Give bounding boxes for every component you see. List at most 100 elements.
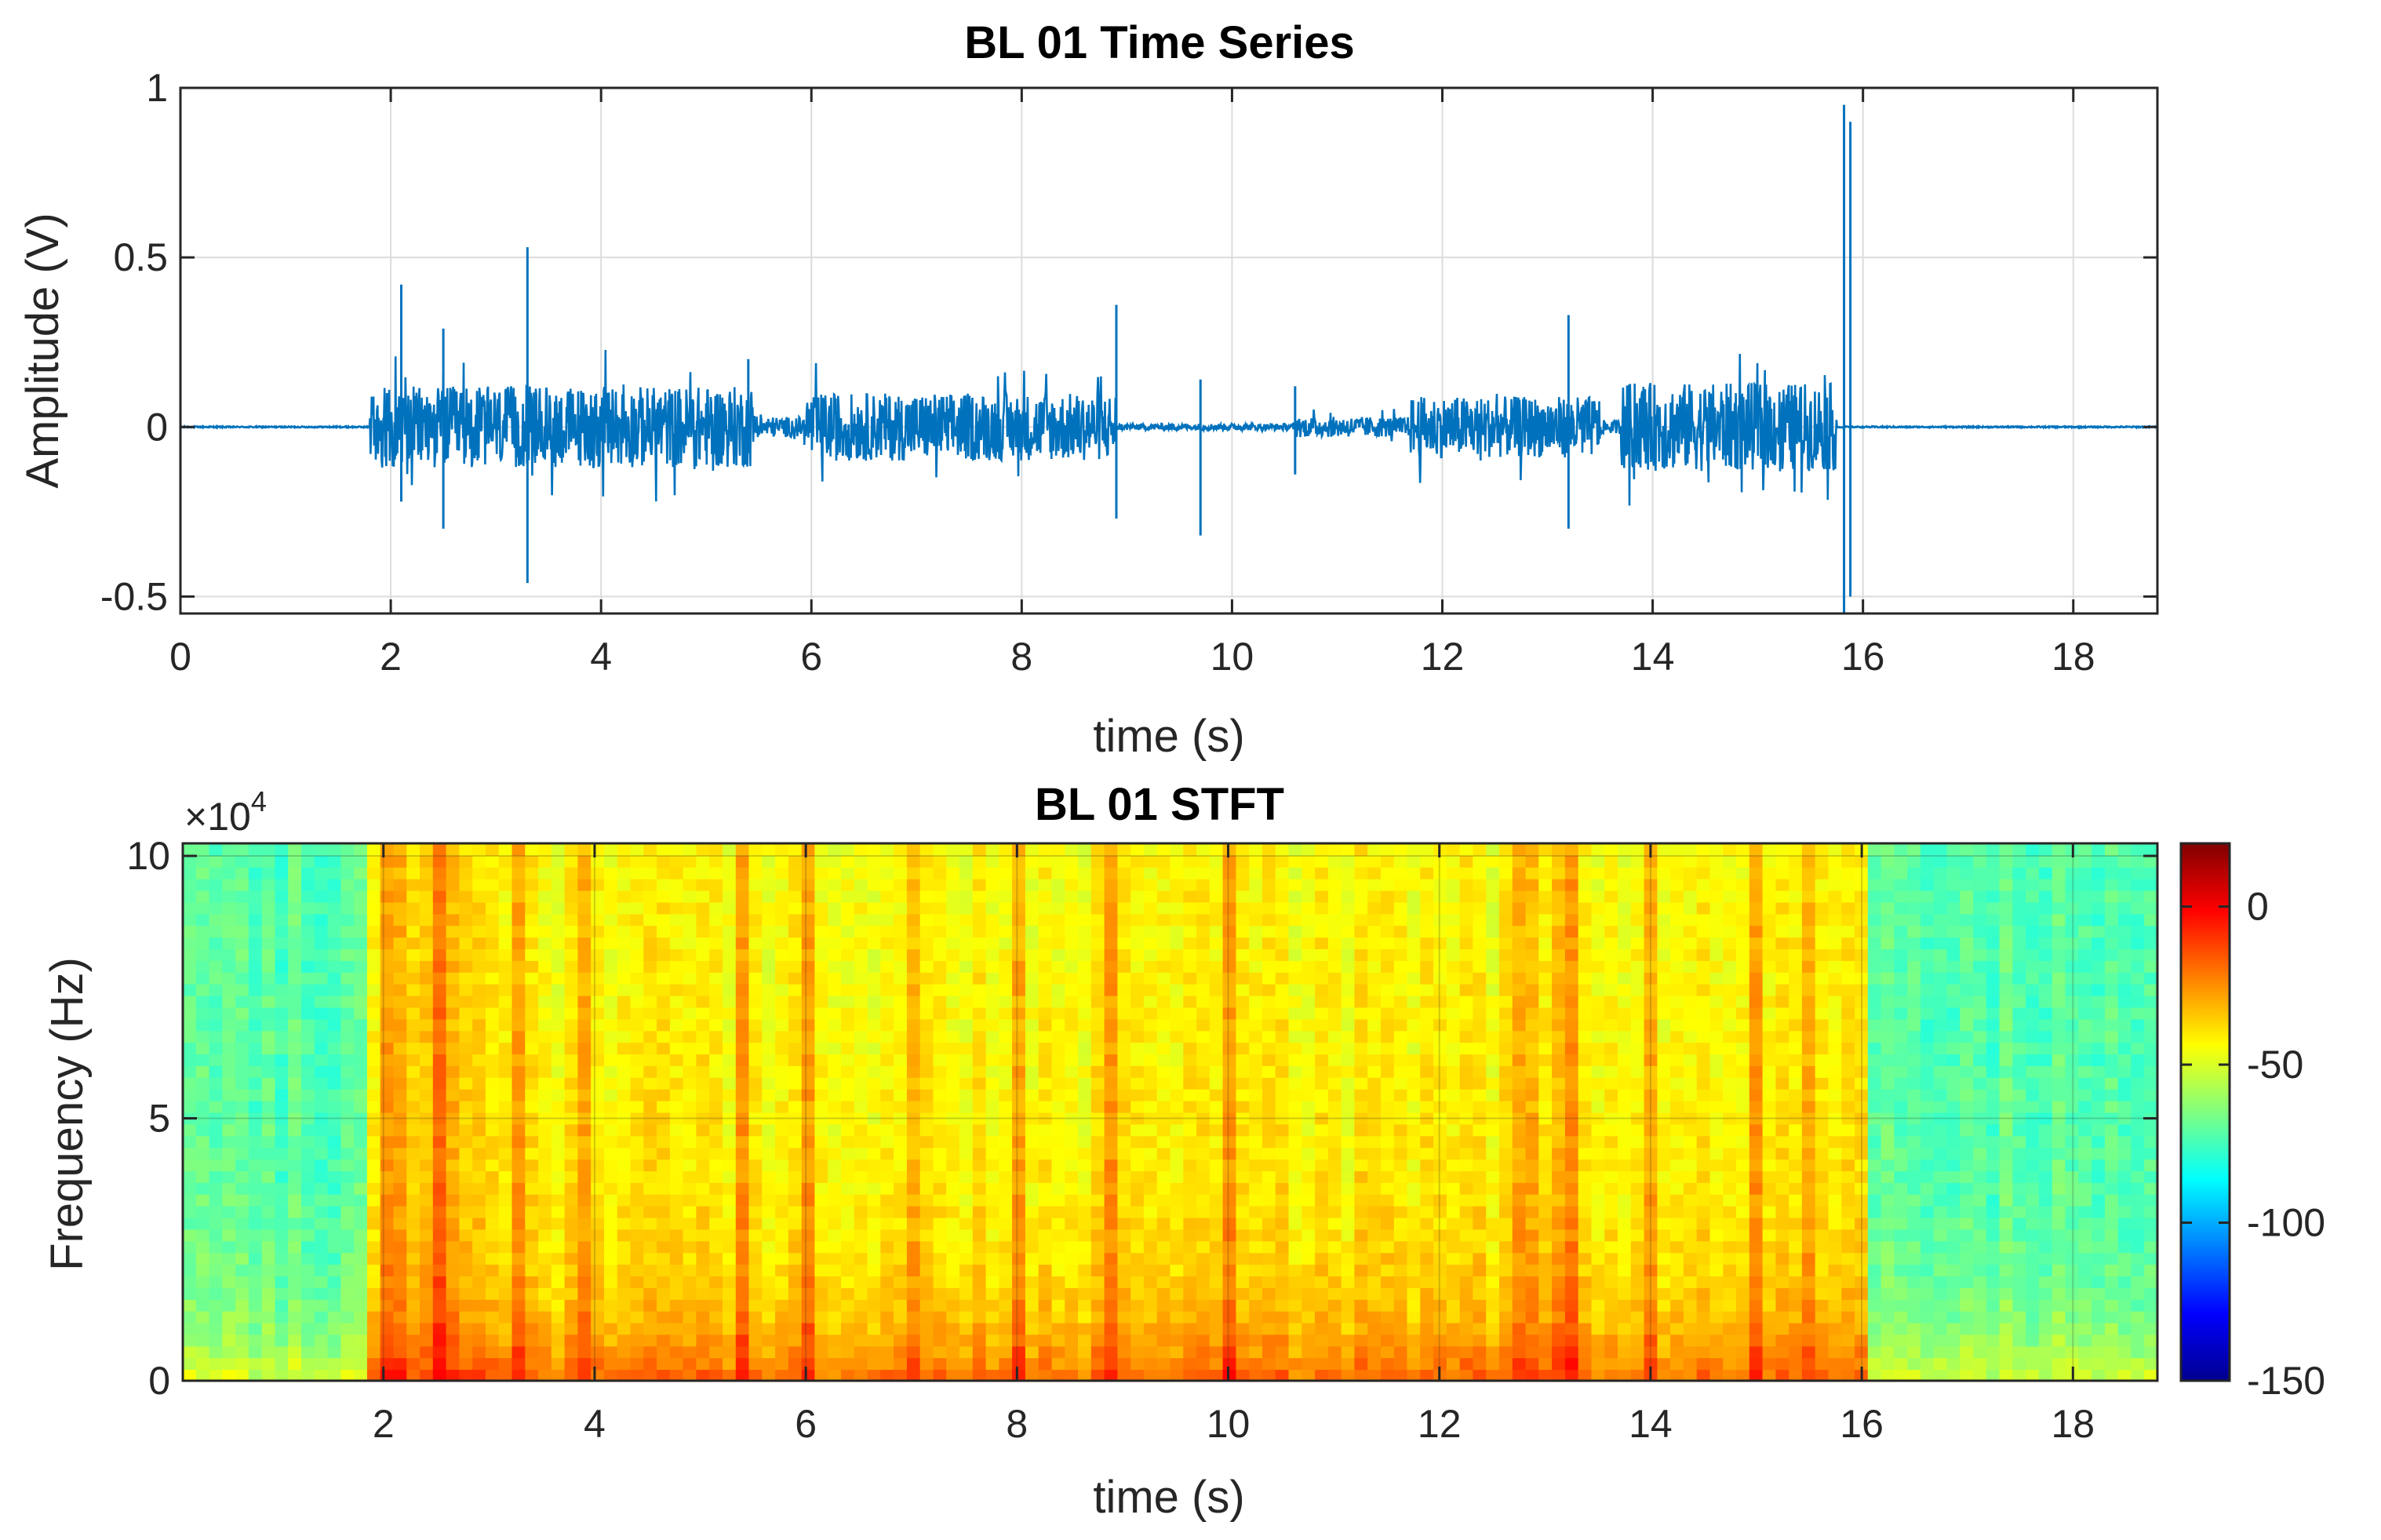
stft-cell	[1446, 1018, 1461, 1032]
stft-cell	[1275, 1240, 1290, 1254]
stft-cell	[723, 1252, 737, 1265]
stft-cell	[1512, 1345, 1527, 1359]
stft-cell	[393, 1135, 408, 1149]
stft-cell	[1512, 1100, 1527, 1113]
stft-cell	[538, 1345, 552, 1359]
stft-cell	[1433, 1193, 1447, 1207]
stft-cell	[340, 971, 355, 985]
stft-cell	[894, 1298, 908, 1312]
stft-cell	[1302, 1369, 1316, 1381]
stft-cell	[1288, 1100, 1303, 1113]
stft-cell	[525, 1252, 540, 1265]
stft-cell	[314, 1240, 329, 1254]
stft-cell	[1170, 1334, 1185, 1347]
stft-cell	[446, 1193, 461, 1207]
stft-cell	[1117, 1030, 1132, 1043]
stft-cell	[788, 1310, 803, 1323]
stft-cell	[1104, 1357, 1119, 1371]
stft-cell	[723, 1205, 737, 1218]
stft-cell	[1288, 948, 1303, 961]
stft-cell	[1538, 1287, 1553, 1300]
stft-cell	[525, 1170, 540, 1183]
stft-cell	[1512, 1193, 1527, 1207]
stft-cell	[919, 948, 934, 961]
stft-cell	[854, 1276, 868, 1288]
stft-cell	[525, 1018, 540, 1032]
stft-cell	[1196, 925, 1211, 938]
stft-cell	[564, 1100, 579, 1113]
stft-cell	[366, 937, 381, 949]
stft-cell	[222, 1217, 237, 1230]
stft-cell	[432, 1357, 447, 1371]
stft-cell	[1104, 959, 1119, 973]
stft-cell	[577, 866, 592, 879]
stft-cell	[1183, 1147, 1198, 1160]
stft-cell	[261, 1018, 276, 1032]
stft-cell	[1354, 1217, 1369, 1230]
stft-cell	[1446, 1264, 1461, 1276]
stft-cell	[183, 971, 197, 985]
stft-cell	[919, 1147, 934, 1160]
stft-cell	[525, 854, 540, 868]
stft-cell	[1512, 901, 1527, 915]
stft-cell	[327, 1030, 342, 1043]
stft-cell	[1564, 1322, 1579, 1335]
stft-cell	[1446, 854, 1461, 868]
stft-cell	[1446, 1298, 1461, 1312]
stft-cell	[1090, 1287, 1105, 1300]
stft-cell	[1315, 1229, 1329, 1242]
stft-cell	[1578, 1076, 1593, 1090]
stft-cell	[1156, 913, 1171, 927]
stft-cell	[1407, 1369, 1422, 1381]
stft-cell	[366, 1018, 381, 1032]
stft-cell	[657, 843, 671, 856]
stft-cell	[1065, 1135, 1079, 1149]
stft-cell	[1156, 995, 1171, 1008]
stft-cell	[248, 1007, 263, 1020]
stft-cell	[340, 890, 355, 903]
stft-cell	[1538, 1322, 1553, 1335]
stft-cell	[222, 1123, 237, 1137]
stft-cell	[1552, 854, 1566, 868]
stft-cell	[709, 1322, 723, 1335]
stft-cell	[1222, 937, 1237, 949]
stft-cell	[1170, 1240, 1185, 1254]
stft-cell	[814, 948, 829, 961]
stft-cell	[1525, 1217, 1540, 1230]
stft-cell	[1327, 1229, 1342, 1242]
stft-cell	[880, 878, 895, 891]
stft-cell	[512, 1042, 526, 1055]
stft-cell	[301, 1112, 315, 1125]
stft-cell	[1367, 878, 1382, 891]
stft-cell	[248, 971, 263, 985]
stft-cell	[366, 1170, 381, 1183]
stft-cell	[709, 1054, 723, 1066]
stft-cell	[669, 1123, 684, 1137]
stft-cell	[525, 1076, 540, 1090]
stft-cell	[828, 1345, 842, 1359]
stft-cell	[1446, 866, 1461, 879]
stft-cell	[657, 971, 671, 985]
stft-cell	[498, 959, 513, 973]
stft-cell	[1420, 1310, 1435, 1323]
stft-cell	[1578, 843, 1593, 856]
stft-cell	[340, 1264, 355, 1276]
stft-cell	[1327, 1100, 1342, 1113]
stft-cell	[222, 843, 237, 856]
stft-cell	[340, 1042, 355, 1055]
stft-cell	[1275, 1159, 1290, 1171]
stft-cell	[1170, 1100, 1185, 1113]
stft-cell	[972, 878, 987, 891]
stft-cell	[880, 995, 895, 1008]
stft-cell	[591, 983, 605, 996]
stft-cell	[762, 959, 777, 973]
stft-cell	[762, 890, 777, 903]
stft-cell	[1130, 1159, 1145, 1171]
stft-cell	[485, 1018, 500, 1032]
stft-cell	[485, 959, 500, 973]
stft-cell	[959, 1357, 974, 1371]
stft-cell	[1065, 901, 1079, 915]
stft-cell	[380, 1100, 395, 1113]
stft-cell	[604, 866, 618, 879]
stft-cell	[1393, 1018, 1408, 1032]
